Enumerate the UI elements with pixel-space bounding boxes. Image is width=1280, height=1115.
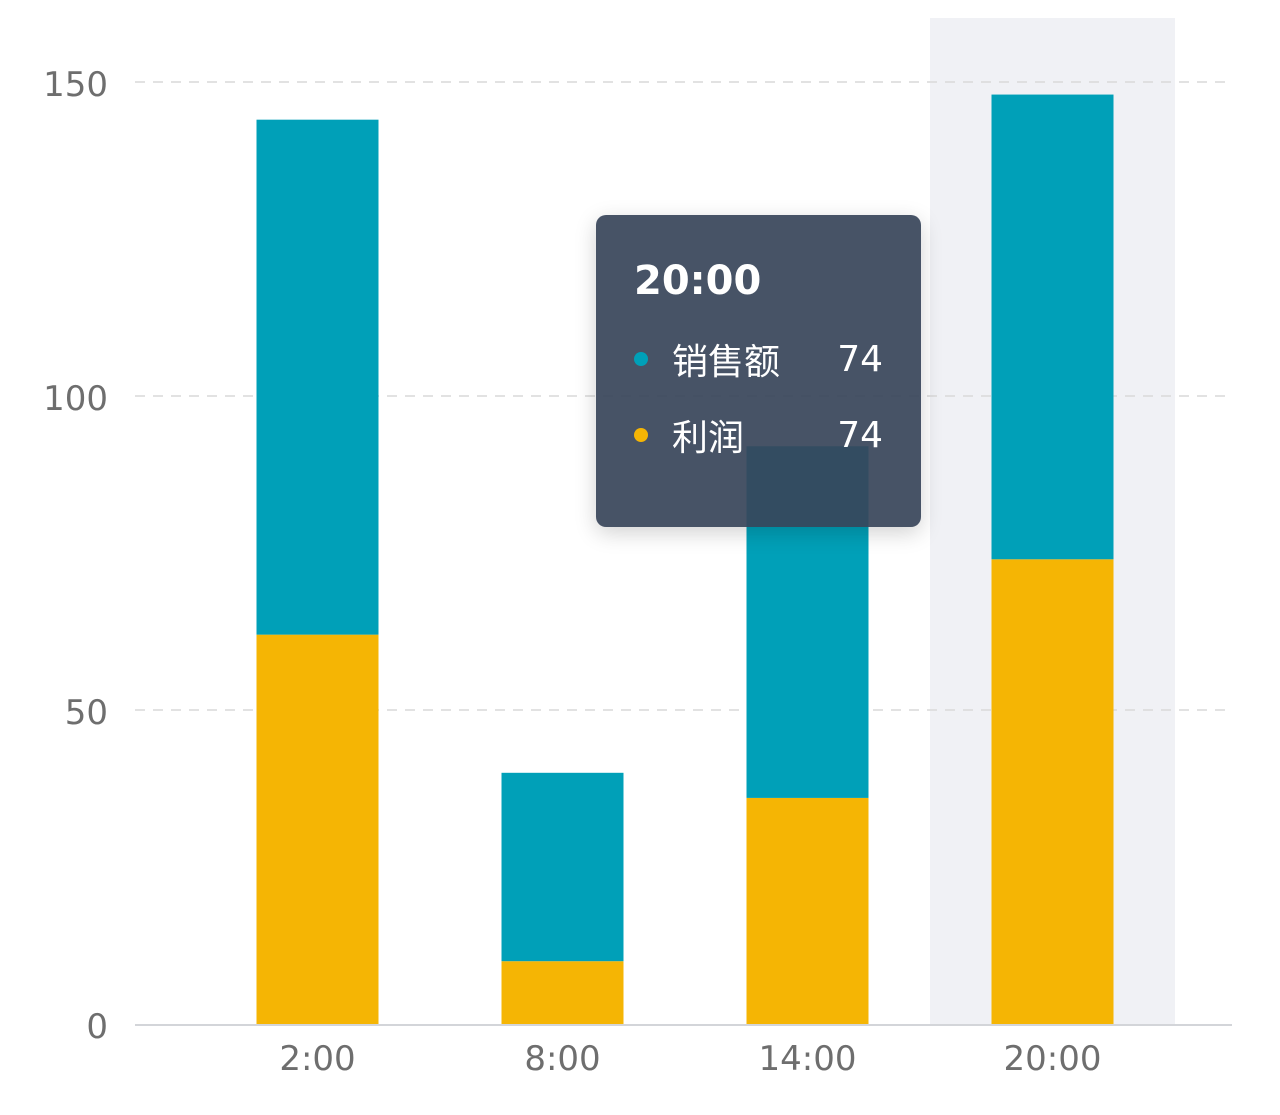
tooltip-series-value: 74 bbox=[837, 338, 883, 380]
x-tick-label: 20:00 bbox=[1004, 1039, 1102, 1079]
x-tick-label: 14:00 bbox=[759, 1039, 857, 1079]
chart-tooltip: 20:00 销售额 74 利润 74 bbox=[596, 215, 921, 527]
profit-bar-segment[interactable] bbox=[501, 961, 624, 1024]
profit-bar-segment[interactable] bbox=[256, 634, 379, 1024]
sales-bar-segment[interactable] bbox=[256, 119, 379, 635]
tooltip-title: 20:00 bbox=[634, 258, 762, 304]
y-tick-label: 150 bbox=[43, 65, 108, 105]
profit-bar-segment[interactable] bbox=[991, 559, 1114, 1024]
sales-legend-dot bbox=[634, 352, 648, 366]
tooltip-row-sales: 销售额 74 bbox=[634, 333, 883, 385]
x-tick-label: 2:00 bbox=[279, 1039, 355, 1079]
profit-legend-dot bbox=[634, 428, 648, 442]
y-tick-label: 0 bbox=[86, 1007, 108, 1047]
sales-bar-segment[interactable] bbox=[991, 94, 1114, 560]
profit-bar-segment[interactable] bbox=[746, 797, 869, 1024]
y-tick-label: 100 bbox=[43, 379, 108, 419]
y-tick-label: 50 bbox=[65, 693, 108, 733]
tooltip-series-name: 利润 bbox=[672, 418, 745, 459]
tooltip-row-profit: 利润 74 bbox=[634, 409, 883, 461]
tooltip-series-value: 74 bbox=[837, 414, 883, 456]
tooltip-series-name: 销售额 bbox=[672, 342, 781, 383]
x-tick-label: 8:00 bbox=[524, 1039, 600, 1079]
sales-bar-segment[interactable] bbox=[501, 772, 624, 962]
